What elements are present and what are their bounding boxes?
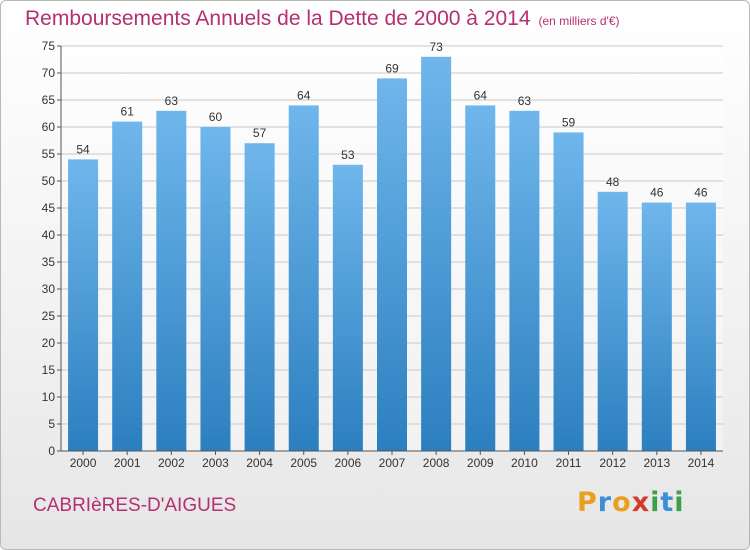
y-tick-label: 35 <box>42 255 56 269</box>
bar <box>641 202 672 451</box>
y-tick-label: 50 <box>42 174 56 188</box>
x-tick-label: 2011 <box>556 456 582 470</box>
bar <box>112 121 143 451</box>
commune-name: CABRIèRES-D'AIGUES <box>33 495 237 516</box>
bar <box>509 110 540 452</box>
y-tick-label: 0 <box>48 444 55 458</box>
data-label: 54 <box>76 142 90 156</box>
logo-letter: P <box>577 487 598 518</box>
data-label: 69 <box>385 61 399 75</box>
x-tick-label: 2000 <box>70 456 97 470</box>
bar <box>597 191 628 452</box>
x-tick-label: 2013 <box>643 456 670 470</box>
data-label: 59 <box>562 115 576 129</box>
data-label: 64 <box>474 88 488 102</box>
x-tick-label: 2008 <box>423 456 450 470</box>
y-tick-label: 45 <box>42 201 56 215</box>
x-tick-label: 2010 <box>511 456 538 470</box>
data-label: 61 <box>121 105 135 119</box>
bar <box>332 164 363 452</box>
y-tick-label: 40 <box>42 228 56 242</box>
logo-letter: o <box>612 487 632 518</box>
chart-title: Remboursements Annuels de la Dette de 20… <box>25 7 620 31</box>
x-tick-label: 2007 <box>379 456 406 470</box>
data-label: 57 <box>253 126 267 140</box>
data-label: 46 <box>650 186 664 200</box>
data-label: 60 <box>209 110 223 124</box>
y-tick-label: 20 <box>42 336 56 350</box>
bar <box>200 127 231 451</box>
chart-unit: (en milliers d'€) <box>538 14 620 28</box>
logo-letter: i <box>674 487 685 518</box>
logo-letter: t <box>660 487 675 518</box>
data-label: 63 <box>165 94 179 108</box>
y-tick-label: 15 <box>42 363 56 377</box>
x-tick-label: 2006 <box>335 456 362 470</box>
data-label: 48 <box>606 175 620 189</box>
x-tick-label: 2012 <box>599 456 626 470</box>
logo-letter: x <box>631 487 651 518</box>
y-tick-label: 70 <box>42 66 56 80</box>
y-tick-label: 60 <box>42 120 56 134</box>
proxiti-logo: Proxiti <box>577 487 685 518</box>
y-tick-label: 5 <box>48 417 55 431</box>
x-tick-label: 2009 <box>467 456 494 470</box>
bar <box>288 105 319 452</box>
bar <box>553 132 584 451</box>
x-tick-label: 2003 <box>202 456 229 470</box>
data-label: 63 <box>518 94 532 108</box>
y-tick-label: 30 <box>42 282 56 296</box>
bar <box>465 105 496 452</box>
y-tick-label: 55 <box>42 147 56 161</box>
y-tick-label: 65 <box>42 93 56 107</box>
y-tick-label: 75 <box>42 39 56 53</box>
x-tick-label: 2004 <box>246 456 273 470</box>
bar <box>685 202 716 451</box>
x-tick-label: 2002 <box>158 456 185 470</box>
data-label: 64 <box>297 88 311 102</box>
y-tick-label: 10 <box>42 390 56 404</box>
bar <box>68 159 99 451</box>
chart-title-text: Remboursements Annuels de la Dette de 20… <box>25 7 531 30</box>
x-tick-label: 2014 <box>688 456 715 470</box>
bar <box>421 56 452 452</box>
logo-letter: r <box>597 487 613 518</box>
y-tick-label: 25 <box>42 309 56 323</box>
data-label: 53 <box>341 148 355 162</box>
bar <box>156 110 187 452</box>
logo-letter: i <box>650 487 661 518</box>
x-tick-label: 2005 <box>290 456 317 470</box>
x-tick-label: 2001 <box>114 456 141 470</box>
data-label: 46 <box>694 186 708 200</box>
data-label: 73 <box>429 40 443 54</box>
bar <box>244 143 275 451</box>
bar <box>376 78 408 452</box>
